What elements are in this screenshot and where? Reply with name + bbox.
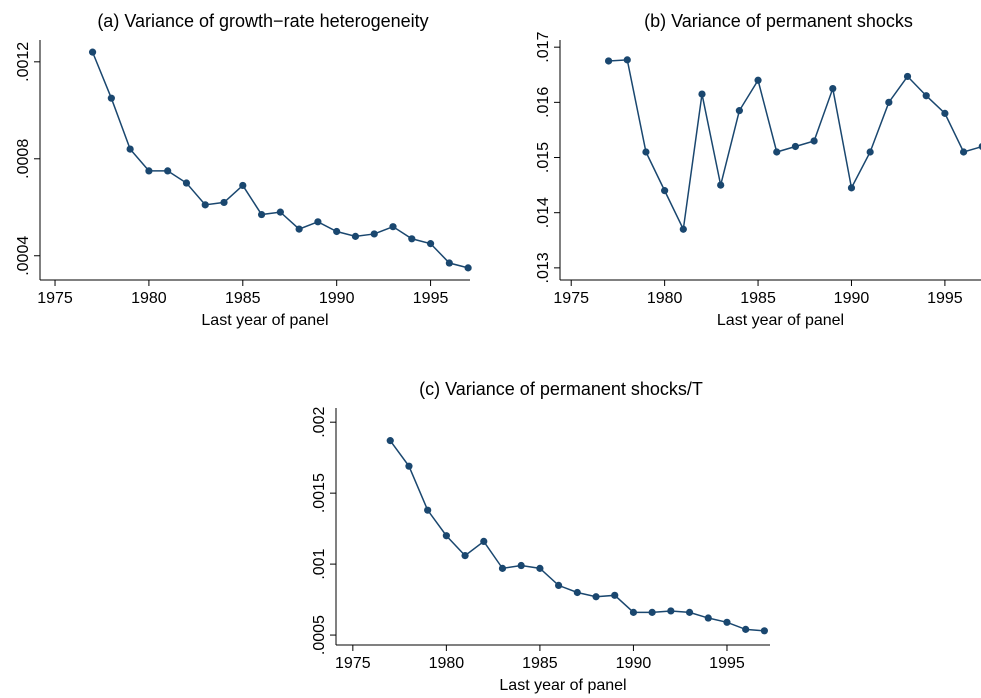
data-point	[445, 259, 453, 267]
data-point	[941, 109, 949, 117]
data-point	[386, 437, 394, 445]
data-point	[642, 148, 650, 156]
data-point	[611, 591, 619, 599]
data-point	[723, 618, 731, 626]
data-point	[461, 551, 469, 560]
y-tick-label: .0005	[311, 615, 328, 655]
data-point	[829, 84, 837, 93]
data-point	[257, 210, 266, 219]
data-point	[810, 137, 818, 145]
data-point	[866, 148, 874, 156]
data-point	[351, 232, 360, 240]
data-point	[742, 625, 750, 633]
data-point	[389, 223, 397, 231]
data-point	[295, 225, 303, 233]
x-tick-label: 1975	[37, 290, 73, 307]
data-point	[464, 264, 472, 272]
data-point	[885, 98, 893, 106]
data-point	[704, 614, 712, 622]
y-tick-label: .0004	[15, 236, 32, 276]
data-point	[498, 564, 507, 572]
data-point	[791, 142, 800, 151]
y-tick-label: .001	[311, 548, 328, 579]
data-point	[405, 462, 413, 470]
data-point	[661, 187, 669, 195]
y-tick-label: .017	[535, 32, 552, 63]
data-point	[145, 167, 153, 175]
x-tick-label: 1995	[413, 290, 449, 307]
data-point	[978, 143, 981, 150]
data-point	[903, 72, 912, 81]
data-point	[667, 607, 675, 615]
y-tick-label: .016	[535, 87, 552, 118]
data-point	[314, 218, 322, 226]
data-point	[679, 225, 687, 233]
x-tick-label: 1980	[647, 290, 683, 307]
x-tick-label: 1985	[522, 655, 558, 672]
chart-title: (c) Variance of permanent shocks/T	[419, 379, 703, 399]
data-point	[517, 561, 525, 570]
data-point	[629, 608, 638, 616]
data-point	[276, 208, 284, 216]
data-point	[220, 198, 228, 207]
x-tick-label: 1990	[616, 655, 652, 672]
x-tick-label: 1985	[225, 290, 261, 307]
data-point	[182, 179, 191, 187]
x-axis-label: Last year of panel	[499, 677, 626, 694]
data-point	[164, 167, 172, 175]
x-tick-label: 1990	[319, 290, 355, 307]
x-tick-label: 1995	[709, 655, 745, 672]
y-tick-label: .014	[535, 197, 552, 228]
x-axis-label: Last year of panel	[717, 312, 844, 329]
data-point	[922, 92, 930, 100]
data-point	[959, 148, 968, 156]
data-point	[408, 235, 416, 243]
data-point	[426, 240, 435, 248]
y-tick-label: .002	[311, 407, 328, 438]
y-tick-label: .013	[535, 252, 552, 283]
data-point	[735, 107, 743, 115]
data-point	[107, 94, 115, 102]
x-tick-label: 1985	[740, 290, 776, 307]
data-point	[604, 57, 613, 65]
x-tick-label: 1980	[429, 655, 465, 672]
x-axis-label: Last year of panel	[201, 312, 328, 329]
data-point	[480, 537, 488, 546]
x-tick-label: 1995	[927, 290, 963, 307]
data-point	[333, 227, 341, 236]
data-point	[573, 588, 581, 597]
data-point	[424, 506, 432, 514]
chart-title: (b) Variance of permanent shocks	[644, 11, 913, 31]
data-point	[370, 230, 378, 238]
data-point	[623, 56, 631, 64]
data-point	[201, 201, 209, 209]
x-tick-label: 1980	[131, 290, 167, 307]
data-point	[760, 627, 768, 635]
data-point	[773, 148, 781, 156]
data-point	[698, 90, 706, 98]
x-tick-label: 1990	[834, 290, 870, 307]
data-point	[88, 48, 97, 56]
x-tick-label: 1975	[335, 655, 371, 672]
data-point	[442, 532, 450, 540]
data-point	[685, 608, 694, 616]
data-point	[555, 581, 563, 589]
data-point	[648, 608, 656, 616]
data-point	[239, 181, 247, 190]
x-tick-label: 1975	[553, 290, 589, 307]
data-point	[754, 76, 762, 84]
data-point	[717, 181, 725, 189]
data-point	[592, 593, 600, 601]
data-point	[847, 184, 856, 192]
chart-title: (a) Variance of growth−rate heterogeneit…	[97, 11, 428, 31]
y-tick-label: .0008	[15, 139, 32, 179]
data-point	[126, 145, 134, 153]
y-tick-label: .015	[535, 142, 552, 173]
y-tick-label: .0015	[311, 473, 328, 513]
y-tick-label: .0012	[15, 42, 32, 82]
data-point	[536, 564, 544, 572]
